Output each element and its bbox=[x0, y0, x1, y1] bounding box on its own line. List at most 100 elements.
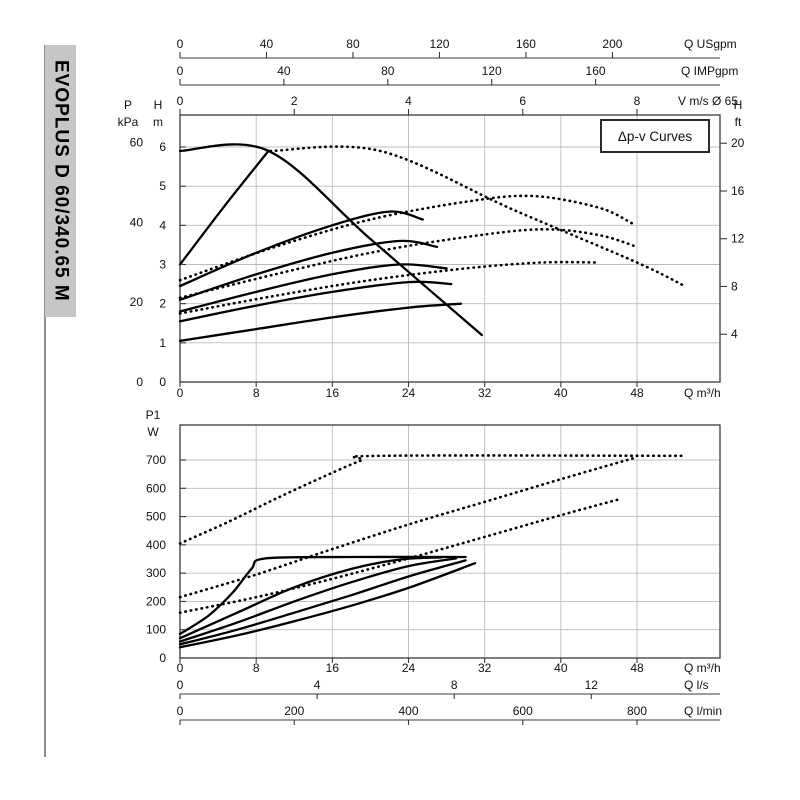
svg-text:48: 48 bbox=[630, 661, 644, 675]
power-series bbox=[178, 454, 686, 649]
svg-text:0: 0 bbox=[177, 678, 184, 692]
svg-text:Q IMPgpm: Q IMPgpm bbox=[681, 64, 738, 78]
curve-dpv-max-rise bbox=[178, 149, 270, 266]
svg-text:16: 16 bbox=[731, 184, 745, 198]
svg-text:3: 3 bbox=[159, 258, 166, 272]
svg-text:Q l/min: Q l/min bbox=[684, 704, 722, 718]
svg-text:8: 8 bbox=[253, 386, 260, 400]
svg-text:P1: P1 bbox=[146, 408, 161, 422]
svg-text:4: 4 bbox=[159, 218, 166, 232]
svg-text:0: 0 bbox=[177, 704, 184, 718]
curve-p1-s4 bbox=[178, 556, 443, 640]
svg-text:8: 8 bbox=[731, 279, 738, 293]
model-label-tab: EVOPLUS D 60/340.65 M bbox=[45, 45, 76, 317]
dpv-curves-legend-text: Δp-v Curves bbox=[617, 128, 693, 144]
svg-text:40: 40 bbox=[554, 386, 568, 400]
svg-text:120: 120 bbox=[482, 64, 502, 78]
svg-text:700: 700 bbox=[146, 453, 166, 467]
svg-text:0: 0 bbox=[177, 386, 184, 400]
svg-text:500: 500 bbox=[146, 510, 166, 524]
svg-text:H: H bbox=[154, 98, 163, 112]
svg-text:4: 4 bbox=[731, 327, 738, 341]
svg-text:12: 12 bbox=[585, 678, 599, 692]
svg-text:200: 200 bbox=[146, 594, 166, 608]
svg-text:100: 100 bbox=[146, 623, 166, 637]
svg-text:4: 4 bbox=[405, 94, 412, 108]
curve-speed-curve-3 bbox=[178, 263, 448, 313]
svg-text:0: 0 bbox=[177, 661, 184, 675]
svg-text:60: 60 bbox=[130, 135, 144, 149]
svg-text:20: 20 bbox=[130, 295, 144, 309]
svg-text:12: 12 bbox=[731, 232, 745, 246]
svg-text:48: 48 bbox=[630, 386, 644, 400]
curve-max-speed-envelope bbox=[178, 143, 483, 337]
curve-speed-curve-4 bbox=[178, 239, 439, 301]
svg-text:600: 600 bbox=[146, 481, 166, 495]
svg-text:32: 32 bbox=[478, 386, 492, 400]
svg-text:ft: ft bbox=[735, 115, 742, 129]
svg-text:0: 0 bbox=[177, 94, 184, 108]
svg-text:200: 200 bbox=[284, 704, 304, 718]
svg-text:P: P bbox=[124, 98, 132, 112]
svg-text:0: 0 bbox=[159, 651, 166, 665]
svg-text:8: 8 bbox=[634, 94, 641, 108]
svg-text:300: 300 bbox=[146, 566, 166, 580]
svg-text:24: 24 bbox=[402, 661, 416, 675]
curve-dpv-curve-d1 bbox=[178, 260, 601, 315]
svg-text:8: 8 bbox=[451, 678, 458, 692]
svg-text:W: W bbox=[147, 425, 159, 439]
svg-text:120: 120 bbox=[429, 37, 449, 51]
svg-text:kPa: kPa bbox=[118, 115, 139, 129]
svg-text:5: 5 bbox=[159, 179, 166, 193]
svg-text:80: 80 bbox=[346, 37, 360, 51]
curve-speed-curve-1 bbox=[178, 302, 463, 343]
svg-text:Q USgpm: Q USgpm bbox=[684, 37, 737, 51]
curve-p1-d3 bbox=[178, 454, 686, 545]
curve-dpv-curve-d3 bbox=[178, 194, 634, 282]
svg-text:40: 40 bbox=[130, 215, 144, 229]
svg-text:40: 40 bbox=[554, 661, 568, 675]
svg-text:0: 0 bbox=[136, 375, 143, 389]
curve-p1-max bbox=[178, 555, 467, 636]
svg-text:160: 160 bbox=[516, 37, 536, 51]
svg-text:1: 1 bbox=[159, 336, 166, 350]
svg-text:6: 6 bbox=[519, 94, 526, 108]
curve-speed-curve-2 bbox=[178, 280, 453, 323]
curve-p1-s1 bbox=[178, 562, 477, 649]
svg-text:2: 2 bbox=[291, 94, 298, 108]
svg-text:6: 6 bbox=[159, 140, 166, 154]
svg-text:80: 80 bbox=[381, 64, 395, 78]
svg-text:4: 4 bbox=[314, 678, 321, 692]
svg-text:Q m³/h: Q m³/h bbox=[684, 386, 721, 400]
svg-text:V m/s Ø 65: V m/s Ø 65 bbox=[678, 94, 738, 108]
sidebar-rule bbox=[44, 45, 46, 757]
svg-text:0: 0 bbox=[177, 64, 184, 78]
svg-text:Q l/s: Q l/s bbox=[684, 678, 709, 692]
svg-text:40: 40 bbox=[260, 37, 274, 51]
svg-text:160: 160 bbox=[586, 64, 606, 78]
svg-text:20: 20 bbox=[731, 136, 745, 150]
svg-text:2: 2 bbox=[159, 297, 166, 311]
curve-p1-s3 bbox=[178, 557, 458, 643]
svg-text:m: m bbox=[153, 115, 163, 129]
curve-dpv-curve-d2 bbox=[178, 227, 639, 300]
svg-text:800: 800 bbox=[627, 704, 647, 718]
svg-text:200: 200 bbox=[602, 37, 622, 51]
curve-speed-curve-5 bbox=[178, 210, 424, 288]
curve-p1-d1 bbox=[178, 498, 620, 615]
svg-text:8: 8 bbox=[253, 661, 260, 675]
svg-text:Q m³/h: Q m³/h bbox=[684, 661, 721, 675]
svg-text:600: 600 bbox=[513, 704, 533, 718]
svg-text:0: 0 bbox=[177, 37, 184, 51]
svg-text:24: 24 bbox=[402, 386, 416, 400]
svg-text:16: 16 bbox=[326, 661, 340, 675]
svg-text:400: 400 bbox=[146, 538, 166, 552]
svg-text:H: H bbox=[734, 98, 743, 112]
curve-p1-s2 bbox=[178, 559, 467, 646]
dpv-curves-legend: Δp-v Curves bbox=[600, 119, 710, 153]
svg-text:16: 16 bbox=[326, 386, 340, 400]
